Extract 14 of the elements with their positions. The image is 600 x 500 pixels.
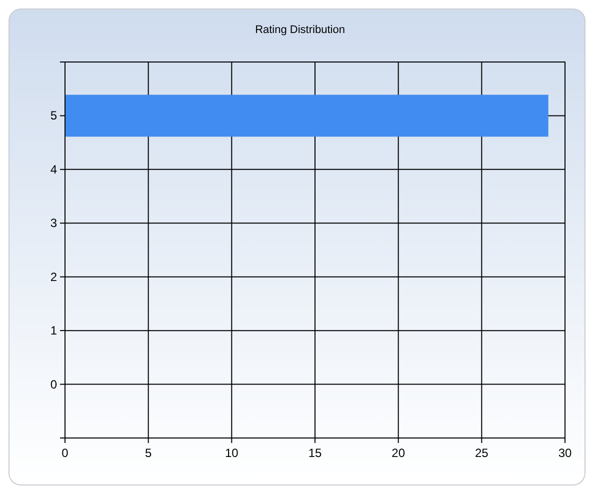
x-tick-label: 15 <box>308 446 322 460</box>
y-tick-label: 0 <box>50 377 58 392</box>
x-tick-label: 10 <box>224 446 239 460</box>
y-tick-label: 3 <box>50 216 58 230</box>
x-tick-label: 0 <box>62 446 69 460</box>
y-tick-label: 5 <box>50 108 58 123</box>
x-tick-label: 25 <box>474 446 489 460</box>
chart-title: Rating Distribution <box>255 24 345 36</box>
x-tick-label: 30 <box>558 446 572 460</box>
x-tick-label: 5 <box>144 446 152 460</box>
x-tick-label: 20 <box>392 446 406 460</box>
y-tick-label: 1 <box>50 324 58 338</box>
y-tick-label: 2 <box>50 270 58 284</box>
y-tick-label: 4 <box>50 162 58 176</box>
